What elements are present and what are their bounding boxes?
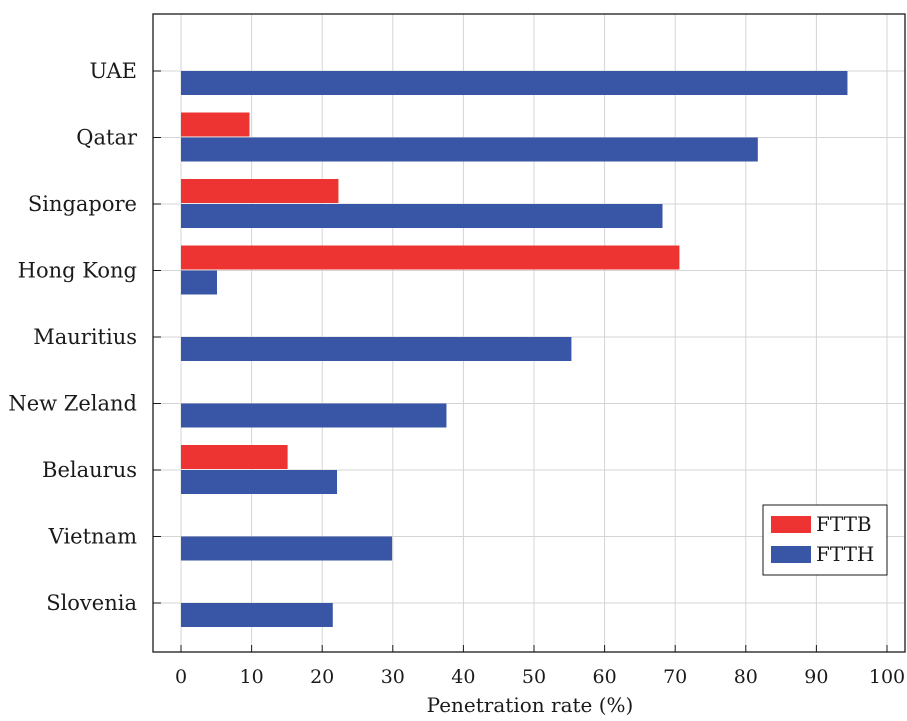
bar-fttb-singapore bbox=[181, 179, 339, 203]
x-tick-label: 70 bbox=[663, 666, 687, 688]
x-tick-label: 0 bbox=[175, 666, 187, 688]
legend: FTTB FTTH bbox=[762, 504, 888, 576]
x-tick-label: 100 bbox=[869, 666, 905, 688]
bar-ftth-hong-kong bbox=[181, 270, 218, 295]
x-tick-label: 60 bbox=[593, 666, 617, 688]
category-label: Belaurus bbox=[42, 458, 137, 482]
bar-ftth-slovenia bbox=[181, 603, 333, 627]
x-tick-label: 80 bbox=[734, 666, 758, 688]
category-label: New Zeland bbox=[8, 392, 137, 416]
category-label: Slovenia bbox=[46, 591, 137, 615]
bars bbox=[181, 71, 848, 627]
category-labels: UAE Qatar Singapore Hong Kong Mauritius New Z… bbox=[8, 59, 161, 615]
bar-fttb-hong-kong bbox=[181, 245, 680, 270]
x-axis-title: Penetration rate (%) bbox=[427, 693, 634, 717]
bar-ftth-mauritius bbox=[181, 337, 572, 361]
category-label: UAE bbox=[89, 59, 137, 83]
bar-fttb-belaurus bbox=[181, 445, 288, 469]
category-label: Qatar bbox=[76, 126, 138, 150]
legend-swatch-fttb bbox=[771, 516, 811, 533]
legend-swatch-ftth bbox=[771, 546, 811, 563]
category-label: Mauritius bbox=[33, 325, 137, 349]
category-label: Hong Kong bbox=[18, 259, 137, 283]
bar-ftth-belaurus bbox=[181, 470, 338, 494]
x-axis-ticks: 0 10 20 30 40 50 60 70 80 90 100 bbox=[175, 645, 905, 688]
legend-label-fttb: FTTB bbox=[816, 512, 872, 536]
x-tick-label: 40 bbox=[451, 666, 475, 688]
category-label: Vietnam bbox=[48, 525, 137, 549]
x-tick-label: 30 bbox=[381, 666, 405, 688]
bar-ftth-new-zeland bbox=[181, 403, 447, 428]
x-tick-label: 90 bbox=[804, 666, 828, 688]
x-tick-label: 20 bbox=[310, 666, 334, 688]
x-tick-label: 10 bbox=[240, 666, 264, 688]
legend-label-ftth: FTTH bbox=[816, 542, 874, 566]
bar-ftth-singapore bbox=[181, 204, 663, 228]
bar-ftth-vietnam bbox=[181, 536, 393, 561]
bar-fttb-qatar bbox=[181, 112, 250, 137]
bar-ftth-uae bbox=[181, 71, 848, 95]
bar-ftth-qatar bbox=[181, 137, 758, 162]
plot-frame bbox=[152, 13, 906, 653]
x-tick-label: 50 bbox=[522, 666, 546, 688]
category-label: Singapore bbox=[28, 192, 137, 216]
